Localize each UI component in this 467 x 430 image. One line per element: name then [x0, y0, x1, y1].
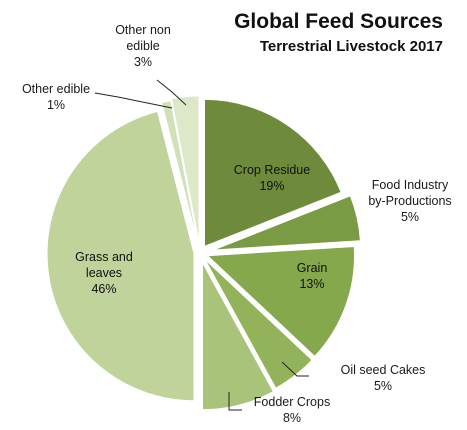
- slice-label-line: Fodder Crops: [254, 395, 330, 409]
- slice-label-line: Other edible: [22, 82, 90, 96]
- slice-label-line: Grass and: [75, 250, 133, 264]
- leader-line-7: [156, 79, 187, 106]
- pie-slice-4: [201, 262, 274, 411]
- slice-value: 46%: [91, 282, 116, 296]
- pie-slice-3: [204, 258, 313, 389]
- leader-line-3: [281, 361, 309, 377]
- slice-label-4: Fodder Crops 8%: [254, 395, 330, 425]
- slice-value: 8%: [283, 411, 301, 425]
- slice-label-6: Other edible 1%: [22, 82, 90, 112]
- pie-slice-2: [206, 245, 356, 358]
- slice-label-1: Food Industry by-Productions 5%: [368, 178, 451, 224]
- chart-title: Global Feed Sources: [234, 10, 443, 33]
- slice-label-line: by-Productions: [368, 194, 451, 208]
- slice-label-line: edible: [126, 39, 159, 53]
- slice-label-0: Crop Residue 19%: [234, 163, 310, 193]
- slice-label-5: Grass and leaves 46%: [75, 250, 133, 296]
- slice-value: 19%: [259, 179, 284, 193]
- pie-slice-5: [46, 110, 195, 402]
- slice-label-line: leaves: [86, 266, 122, 280]
- slice-value: 5%: [374, 379, 392, 393]
- slice-value: 13%: [299, 277, 324, 291]
- slice-value: 5%: [401, 210, 419, 224]
- slice-label-line: Food Industry: [372, 178, 449, 192]
- slice-label-line: Grain: [297, 261, 328, 275]
- slice-label-7: Other non edible 3%: [115, 23, 171, 69]
- pie-slice-0: [203, 98, 342, 248]
- slice-label-line: Oil seed Cakes: [341, 363, 426, 377]
- pie-slice-6: [161, 100, 199, 246]
- chart-subtitle: Terrestrial Livestock 2017: [260, 38, 443, 55]
- slice-label-line: Other non: [115, 23, 171, 37]
- slice-value: 1%: [47, 98, 65, 112]
- slice-label-2: Grain 13%: [297, 261, 328, 291]
- pie-slice-7: [170, 95, 200, 244]
- leader-line-6: [94, 92, 173, 109]
- slice-label-3: Oil seed Cakes 5%: [341, 363, 426, 393]
- pie-slice-1: [213, 195, 361, 251]
- slice-value: 3%: [134, 55, 152, 69]
- leader-line-4: [228, 392, 242, 411]
- slice-label-line: Crop Residue: [234, 163, 310, 177]
